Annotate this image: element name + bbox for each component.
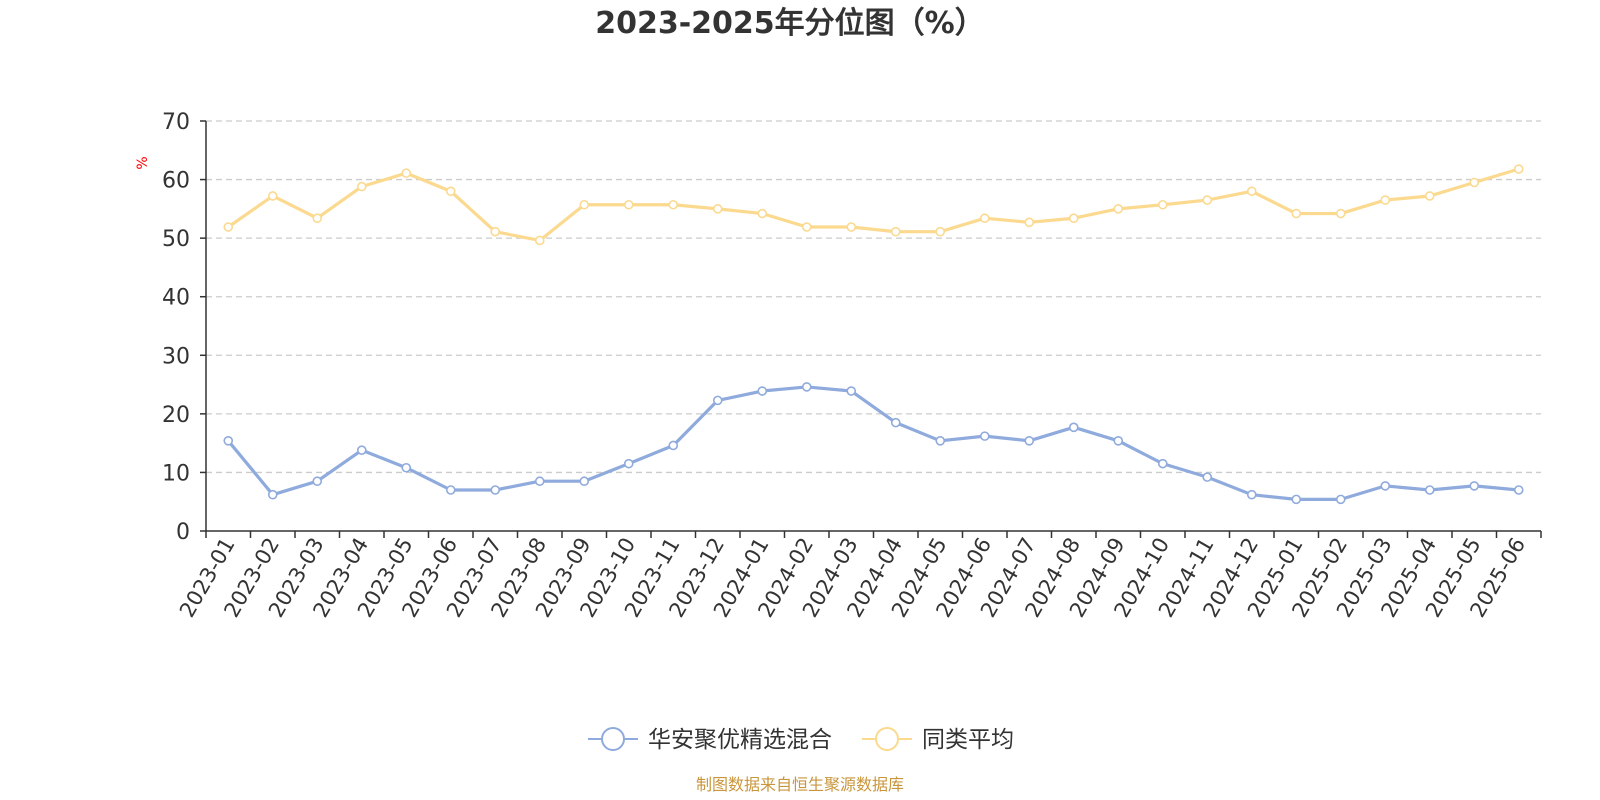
data-point[interactable]: [445, 485, 456, 495]
series-group: [223, 164, 1524, 246]
data-point[interactable]: [846, 386, 857, 396]
y-tick-label: 10: [162, 461, 190, 486]
data-point[interactable]: [801, 382, 812, 392]
legend-item[interactable]: 华安聚优精选混合: [588, 727, 832, 753]
data-point[interactable]: [1424, 191, 1435, 201]
data-point[interactable]: [890, 417, 901, 428]
data-point[interactable]: [1380, 195, 1391, 205]
grid-lines: [206, 120, 1541, 474]
series-line: [226, 167, 1521, 243]
data-point[interactable]: [1246, 489, 1257, 500]
series-line: [226, 385, 1521, 501]
data-point[interactable]: [623, 458, 634, 469]
data-point[interactable]: [579, 199, 590, 210]
data-point[interactable]: [757, 386, 768, 396]
y-tick-label: 70: [162, 110, 190, 135]
data-point[interactable]: [1335, 494, 1346, 505]
y-tick-label: 50: [162, 227, 190, 252]
data-point[interactable]: [1424, 485, 1435, 495]
legend-circle-marker: [875, 727, 899, 751]
data-point[interactable]: [757, 208, 768, 219]
data-point[interactable]: [935, 435, 946, 446]
data-point[interactable]: [401, 462, 412, 473]
y-tick-label: 30: [162, 344, 190, 369]
legend[interactable]: 华安聚优精选混合 同类平均: [588, 727, 1014, 753]
data-point[interactable]: [1513, 485, 1524, 495]
data-point[interactable]: [1202, 472, 1213, 482]
data-point[interactable]: [1469, 177, 1480, 188]
data-point[interactable]: [356, 445, 367, 455]
data-point[interactable]: [1335, 208, 1346, 219]
data-point[interactable]: [223, 435, 234, 446]
data-point[interactable]: [1246, 186, 1257, 197]
data-source-note: 制图数据来自恒生聚源数据库: [696, 775, 904, 794]
data-point[interactable]: [401, 168, 412, 178]
data-point[interactable]: [935, 226, 946, 237]
data-point[interactable]: [1113, 435, 1124, 446]
data-point[interactable]: [801, 222, 812, 232]
data-point[interactable]: [712, 204, 723, 214]
legend-label: 同类平均: [922, 727, 1014, 753]
data-point[interactable]: [1513, 164, 1524, 174]
data-point[interactable]: [890, 226, 901, 237]
y-tick-label: 0: [176, 520, 190, 545]
data-point[interactable]: [1202, 195, 1213, 205]
y-tick-label: 40: [162, 286, 190, 311]
y-axis-unit-label: %: [135, 156, 151, 169]
series-group: [223, 382, 1524, 505]
data-point[interactable]: [1113, 204, 1124, 214]
data-point[interactable]: [579, 476, 590, 487]
legend-label: 华安聚优精选混合: [648, 727, 832, 753]
data-point[interactable]: [1068, 422, 1079, 433]
data-point[interactable]: [1068, 213, 1079, 224]
axes: 0102030405060702023-012023-022023-032023…: [162, 110, 1542, 621]
data-point[interactable]: [312, 213, 323, 224]
data-point[interactable]: [623, 199, 634, 210]
data-point[interactable]: [1157, 458, 1168, 469]
data-point[interactable]: [979, 431, 990, 441]
data-point[interactable]: [267, 489, 278, 500]
data-point[interactable]: [712, 395, 723, 406]
legend-item[interactable]: 同类平均: [862, 727, 1014, 753]
data-point[interactable]: [668, 440, 679, 451]
data-point[interactable]: [267, 191, 278, 201]
legend-circle-marker: [601, 727, 625, 751]
data-point[interactable]: [490, 485, 501, 495]
data-point[interactable]: [668, 199, 679, 210]
data-point[interactable]: [312, 476, 323, 487]
y-tick-label: 60: [162, 169, 190, 194]
y-tick-label: 20: [162, 403, 190, 428]
data-point[interactable]: [445, 186, 456, 197]
data-point[interactable]: [534, 476, 545, 487]
data-point[interactable]: [1024, 435, 1035, 446]
data-point[interactable]: [1380, 481, 1391, 491]
data-point[interactable]: [1157, 199, 1168, 210]
data-point[interactable]: [356, 181, 367, 192]
data-point[interactable]: [1291, 494, 1302, 505]
data-point[interactable]: [979, 213, 990, 224]
data-point[interactable]: [1291, 208, 1302, 219]
data-point[interactable]: [1024, 217, 1035, 228]
data-point[interactable]: [1469, 481, 1480, 491]
series-lines: [223, 164, 1524, 505]
data-point[interactable]: [223, 222, 234, 232]
data-point[interactable]: [490, 226, 501, 237]
data-point[interactable]: [534, 235, 545, 246]
data-point[interactable]: [846, 222, 857, 232]
chart-title: 2023-2025年分位图（%）: [595, 6, 985, 41]
